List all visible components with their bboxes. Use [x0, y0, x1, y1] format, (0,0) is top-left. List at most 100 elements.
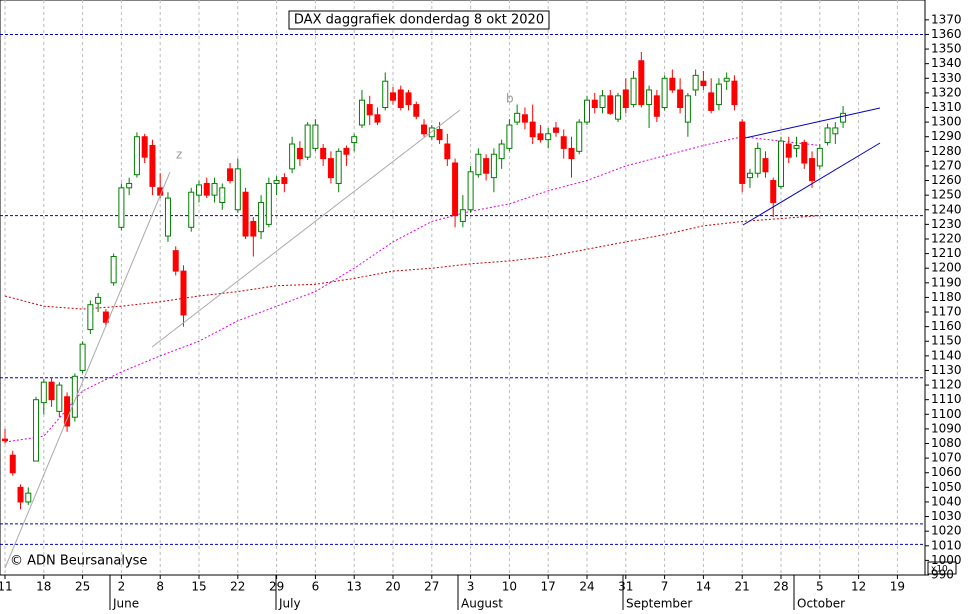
candle-body — [661, 77, 668, 108]
candle-body — [653, 95, 660, 117]
candle-body — [25, 492, 32, 503]
y-tick-label: 1260 — [931, 173, 962, 187]
x-tick-label: 3 — [467, 580, 475, 594]
y-tick-label: 1310 — [931, 100, 962, 114]
candle-body — [180, 270, 187, 316]
month-label: September — [626, 597, 692, 611]
candle-body — [684, 95, 691, 123]
candle-body — [529, 121, 536, 138]
candle-body — [382, 80, 389, 108]
candle-body — [428, 127, 435, 138]
candle-body — [599, 95, 606, 108]
candle-body — [467, 171, 474, 211]
candle-body — [762, 158, 769, 173]
candle-body — [48, 381, 55, 401]
candle-body — [196, 184, 202, 196]
candle-body — [56, 384, 63, 412]
candle-body — [731, 80, 738, 106]
annotation: b — [506, 92, 514, 106]
y-tick-label: 1070 — [931, 451, 962, 465]
y-tick-label: 1330 — [931, 71, 962, 85]
candle-body — [110, 256, 117, 284]
candle-body — [343, 147, 350, 155]
candle-body — [669, 77, 676, 91]
y-tick-label: 1210 — [931, 246, 962, 260]
candle-body — [809, 158, 816, 182]
y-tick-label: 1100 — [931, 407, 962, 421]
candle-body — [335, 150, 342, 184]
candle-body — [552, 127, 559, 133]
candle-body — [281, 177, 288, 184]
x-tick-label: 5 — [816, 580, 824, 594]
y-tick-label: 1130 — [931, 363, 962, 377]
x-tick-label: 17 — [541, 580, 556, 594]
y-tick-label: 1180 — [931, 290, 962, 304]
x-tick-label: 7 — [661, 580, 669, 594]
y-tick-label: 1350 — [931, 42, 962, 56]
trendline — [744, 107, 881, 139]
candle-body — [490, 153, 497, 179]
y-tick-label: 1060 — [931, 465, 962, 479]
candle-body — [133, 136, 140, 176]
x-tick-label: 11 — [0, 580, 13, 594]
y-tick-label: 1140 — [931, 348, 962, 362]
candle-body — [506, 124, 513, 149]
candle-body — [258, 201, 265, 233]
candle-body — [715, 83, 722, 106]
y-tick-label: 1080 — [931, 436, 962, 450]
candle-body — [296, 147, 303, 160]
y-tick-label: 1250 — [931, 188, 962, 202]
candle-body — [126, 182, 133, 189]
candle-body — [545, 133, 552, 141]
y-tick-label: 1050 — [931, 480, 962, 494]
candle-body — [708, 92, 715, 111]
candle-body — [242, 191, 249, 237]
y-tick-label: 1090 — [931, 421, 962, 435]
candle-body — [327, 158, 334, 179]
candle-body — [9, 454, 16, 474]
watermark: © ADN Beursanalyse — [10, 554, 147, 569]
y-tick-label: 1320 — [931, 85, 962, 99]
x-tick-label: 15 — [191, 580, 206, 594]
x-tick-label: 13 — [347, 580, 362, 594]
y-tick-label: 1220 — [931, 231, 962, 245]
month-label: July — [278, 597, 301, 611]
candle-body — [677, 89, 684, 108]
candle-body — [289, 143, 296, 170]
y-tick-label: 1000 — [931, 553, 962, 567]
y-tick-label: 1010 — [931, 538, 962, 552]
y-tick-label: 1150 — [931, 334, 962, 348]
candle-body — [164, 197, 171, 237]
y-tick-label: 1040 — [931, 494, 962, 508]
y-tick-label: 1120 — [931, 378, 962, 392]
candle-body — [141, 136, 148, 158]
candle-body — [816, 147, 823, 167]
candle-body — [79, 343, 86, 371]
y-tick-label: 1360 — [931, 27, 962, 41]
candle-body — [832, 127, 839, 135]
candle-body — [537, 133, 544, 141]
candle-body — [824, 127, 831, 144]
candle-body — [265, 182, 272, 225]
candle-body — [770, 180, 777, 203]
x-tick-label: 25 — [75, 580, 90, 594]
x-tick-label: 8 — [156, 580, 164, 594]
multiplier-box — [927, 561, 957, 575]
candle-body — [149, 144, 156, 187]
candle-body — [591, 99, 598, 108]
candle-body — [219, 187, 226, 203]
candle-body — [351, 136, 358, 144]
y-tick-label: 1290 — [931, 129, 962, 143]
candle-body — [700, 80, 707, 87]
chart-title: DAX daggrafiek donderdag 8 okt 2020 — [294, 13, 544, 28]
x-tick-label: 10 — [502, 580, 517, 594]
candle-body — [622, 89, 629, 108]
y-tick-label: 1340 — [931, 56, 962, 70]
candle-body — [102, 311, 109, 323]
moving-average — [4, 215, 820, 310]
month-label: August — [461, 597, 503, 611]
candle-body — [211, 182, 218, 196]
candle-body — [521, 114, 528, 123]
y-tick-label: 1190 — [931, 275, 962, 289]
candle-body — [2, 438, 8, 442]
